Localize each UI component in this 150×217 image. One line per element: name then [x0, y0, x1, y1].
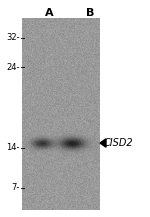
Text: B: B — [86, 8, 94, 18]
Text: 7-: 7- — [12, 184, 20, 192]
Text: 32-: 32- — [6, 33, 20, 43]
Text: 14-: 14- — [6, 143, 20, 153]
Text: 24-: 24- — [6, 62, 20, 71]
Text: A: A — [45, 8, 54, 18]
Text: CISD2: CISD2 — [104, 138, 134, 148]
Polygon shape — [100, 139, 106, 147]
